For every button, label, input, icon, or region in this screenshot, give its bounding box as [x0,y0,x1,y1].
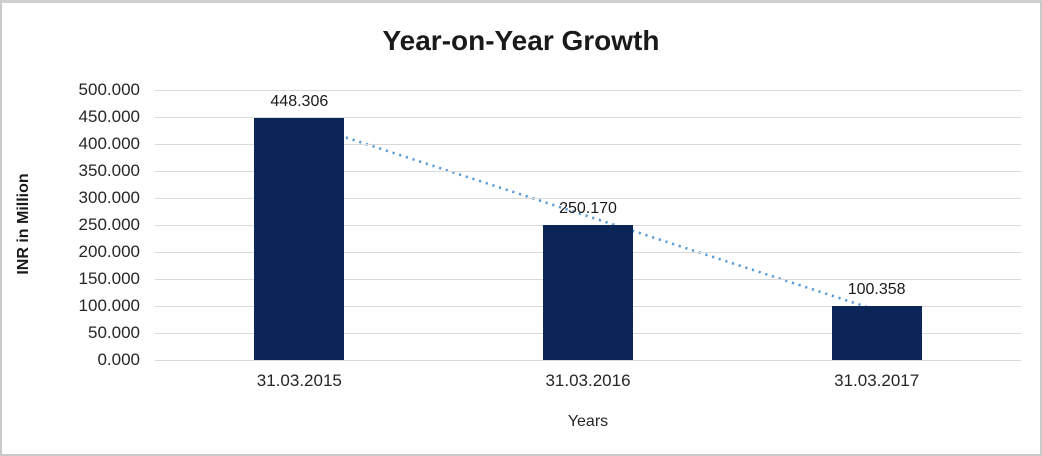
y-tick-label: 150.000 [78,269,140,288]
gridline [155,360,1021,361]
y-tick-label: 300.000 [78,188,140,207]
bar-31.03.2016 [543,224,633,360]
bar-31.03.2017 [831,305,922,360]
y-axis-tick-labels: 500.000 450.000 400.000 350.000 300.000 250.0… [52,80,140,369]
bar-value-label: 448.306 [270,92,329,110]
trendline [298,121,878,312]
y-tick-label: 350.000 [78,161,140,180]
y-tick-label: 500.000 [78,80,140,99]
y-tick-label: 100.000 [78,296,140,315]
gridline [155,144,1021,145]
gridline [155,198,1021,199]
bar-31.03.2015 [254,117,345,360]
y-tick-label: 50.000 [88,323,140,342]
x-category-label: 31.03.2017 [834,371,920,390]
x-axis-category-labels: 31.03.2015 31.03.2016 31.03.2017 [155,371,1021,393]
plot-area: 448.306 250.170 100.358 [155,90,1021,361]
bar-value-label: 100.358 [847,280,906,298]
gridline [155,117,1021,118]
chart-title: Year-on-Year Growth [382,25,660,56]
y-tick-label: 400.000 [78,134,140,153]
gridline [155,90,1021,91]
y-tick-label: 250.000 [78,215,140,234]
y-tick-label: 200.000 [78,242,140,261]
y-axis-title: INR in Million [15,173,32,275]
x-category-label: 31.03.2015 [256,371,342,390]
gridline [155,171,1021,172]
y-tick-label: 0.000 [97,350,140,369]
x-category-label: 31.03.2016 [545,371,631,390]
trendline-svg [298,121,878,312]
x-axis-title: Years [567,413,609,430]
y-tick-label: 450.000 [78,107,140,126]
bar-value-label: 250.170 [559,199,617,217]
